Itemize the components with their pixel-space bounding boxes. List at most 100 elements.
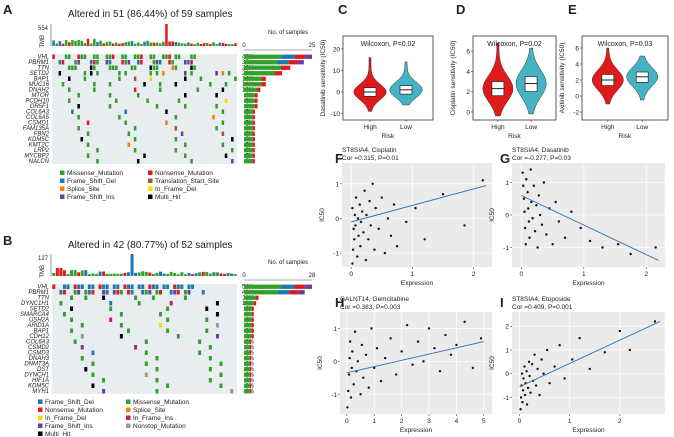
- mutation-cell: [80, 345, 84, 350]
- tmb-bar: [198, 272, 202, 276]
- mutation-cell: [84, 295, 88, 300]
- y-tick-label: 0: [336, 90, 340, 97]
- tmb-bar: [166, 273, 170, 276]
- tmb-bar: [194, 273, 198, 276]
- scatter-point: [523, 210, 526, 213]
- tmb-bar: [86, 38, 90, 46]
- scatter-point: [534, 384, 538, 387]
- mutation-cell: [215, 334, 219, 339]
- scatter-point: [353, 238, 356, 241]
- legend-label: Nonsense_Mutation: [155, 170, 213, 177]
- gene-label: DNAH3: [29, 356, 50, 362]
- regression-line: [346, 341, 484, 374]
- scatter-point: [551, 243, 554, 246]
- side-bar-segment: [244, 345, 250, 350]
- gene-label: MUC16: [29, 82, 50, 88]
- scatter-point: [520, 372, 524, 375]
- oncoprint-panel-A: A Altered in 51 (86.44%) of 59 samples 554…: [3, 2, 316, 201]
- y-tick-label: -1: [333, 251, 339, 258]
- x-axis-label: Risk: [508, 133, 521, 140]
- mutation-cell: [91, 361, 95, 366]
- mutation-cell: [215, 93, 218, 98]
- mutation-cell: [66, 284, 70, 289]
- mutation-cell: [62, 312, 66, 317]
- mutation-cell: [180, 131, 184, 136]
- mutation-cell: [70, 317, 74, 322]
- scatter-point: [533, 353, 536, 356]
- scatter-point: [535, 204, 538, 207]
- scatter-point: [653, 320, 657, 323]
- scatter-point: [363, 189, 366, 192]
- side-bar-segment: [244, 301, 254, 306]
- tmb-bar: [149, 42, 153, 46]
- plot-background: [512, 312, 665, 414]
- y-axis-label: Cisplatin sensitivity (IC50): [450, 41, 457, 116]
- tmb-bar: [87, 274, 91, 276]
- scatter-point: [383, 251, 387, 255]
- legend-swatch: [60, 186, 65, 191]
- gene-label: COL6A3: [26, 339, 50, 345]
- scatter-point: [548, 381, 551, 385]
- box-low: [524, 76, 538, 93]
- scatter-point: [379, 379, 383, 383]
- x-tick-label: High: [491, 124, 505, 131]
- scatter-point: [346, 406, 349, 409]
- mutation-cell: [155, 65, 159, 70]
- tmb-bar: [58, 40, 62, 46]
- mutation-cell: [215, 323, 219, 328]
- tmb-bar: [162, 273, 166, 276]
- mutation-cell: [183, 93, 187, 98]
- mutation-cell: [96, 60, 99, 65]
- mutation-cell: [67, 76, 71, 81]
- mutation-cell: [187, 284, 191, 289]
- mutation-cell: [118, 115, 121, 120]
- scatter-title: ST8SIA4, Cisplatin: [342, 147, 397, 154]
- gene-label: KMT2C: [29, 142, 50, 148]
- tmb-bar: [73, 270, 77, 276]
- x-tick-label: 3: [427, 418, 431, 425]
- tmb-bar: [230, 273, 234, 276]
- mutation-cell: [105, 54, 109, 59]
- mutation-cell: [173, 290, 177, 295]
- scatter-point: [558, 344, 561, 347]
- tmb-bar: [176, 274, 180, 276]
- side-bar-segment: [244, 295, 256, 300]
- mutation-cell: [165, 109, 168, 114]
- x-tick-label: 0: [345, 418, 349, 425]
- scatter-point: [588, 367, 591, 371]
- gene-label: DYNCH1: [24, 372, 49, 378]
- side-bar-segment: [252, 115, 255, 120]
- mutation-cell: [96, 54, 99, 59]
- scatter-point: [371, 182, 374, 185]
- side-bar-segment: [255, 295, 259, 300]
- legend-label: Frame_Shift_Del: [45, 399, 94, 406]
- gene-label: USH2A: [29, 317, 49, 323]
- gene-label: MYH1: [32, 389, 49, 395]
- scatter-point: [522, 197, 526, 200]
- mutation-cell: [183, 60, 187, 65]
- scatter-point: [553, 365, 556, 368]
- mutation-cell: [87, 284, 91, 289]
- mutation-cell: [136, 93, 140, 98]
- tmb-bar: [199, 44, 203, 46]
- mutation-cell: [71, 65, 74, 70]
- mutation-cell: [73, 290, 77, 295]
- scatter-point: [557, 220, 561, 223]
- mutation-cell: [61, 60, 65, 65]
- mutation-cell: [108, 60, 112, 65]
- scatter-point: [392, 203, 396, 206]
- tmb-bar: [152, 42, 156, 46]
- scatter-point: [536, 246, 539, 249]
- mutation-cell: [73, 284, 77, 289]
- tmb-label: TMB: [40, 35, 46, 48]
- tmb-bar: [123, 272, 127, 276]
- scatter-point: [519, 396, 523, 399]
- mutation-cell: [93, 82, 96, 87]
- mutation-cell: [149, 54, 153, 59]
- tmb-bar: [162, 41, 165, 46]
- mutation-cell: [141, 290, 145, 295]
- side-bar-segment: [244, 104, 255, 109]
- legend-swatch: [60, 194, 65, 199]
- scatter-point: [523, 393, 527, 397]
- mutation-cell: [171, 65, 174, 70]
